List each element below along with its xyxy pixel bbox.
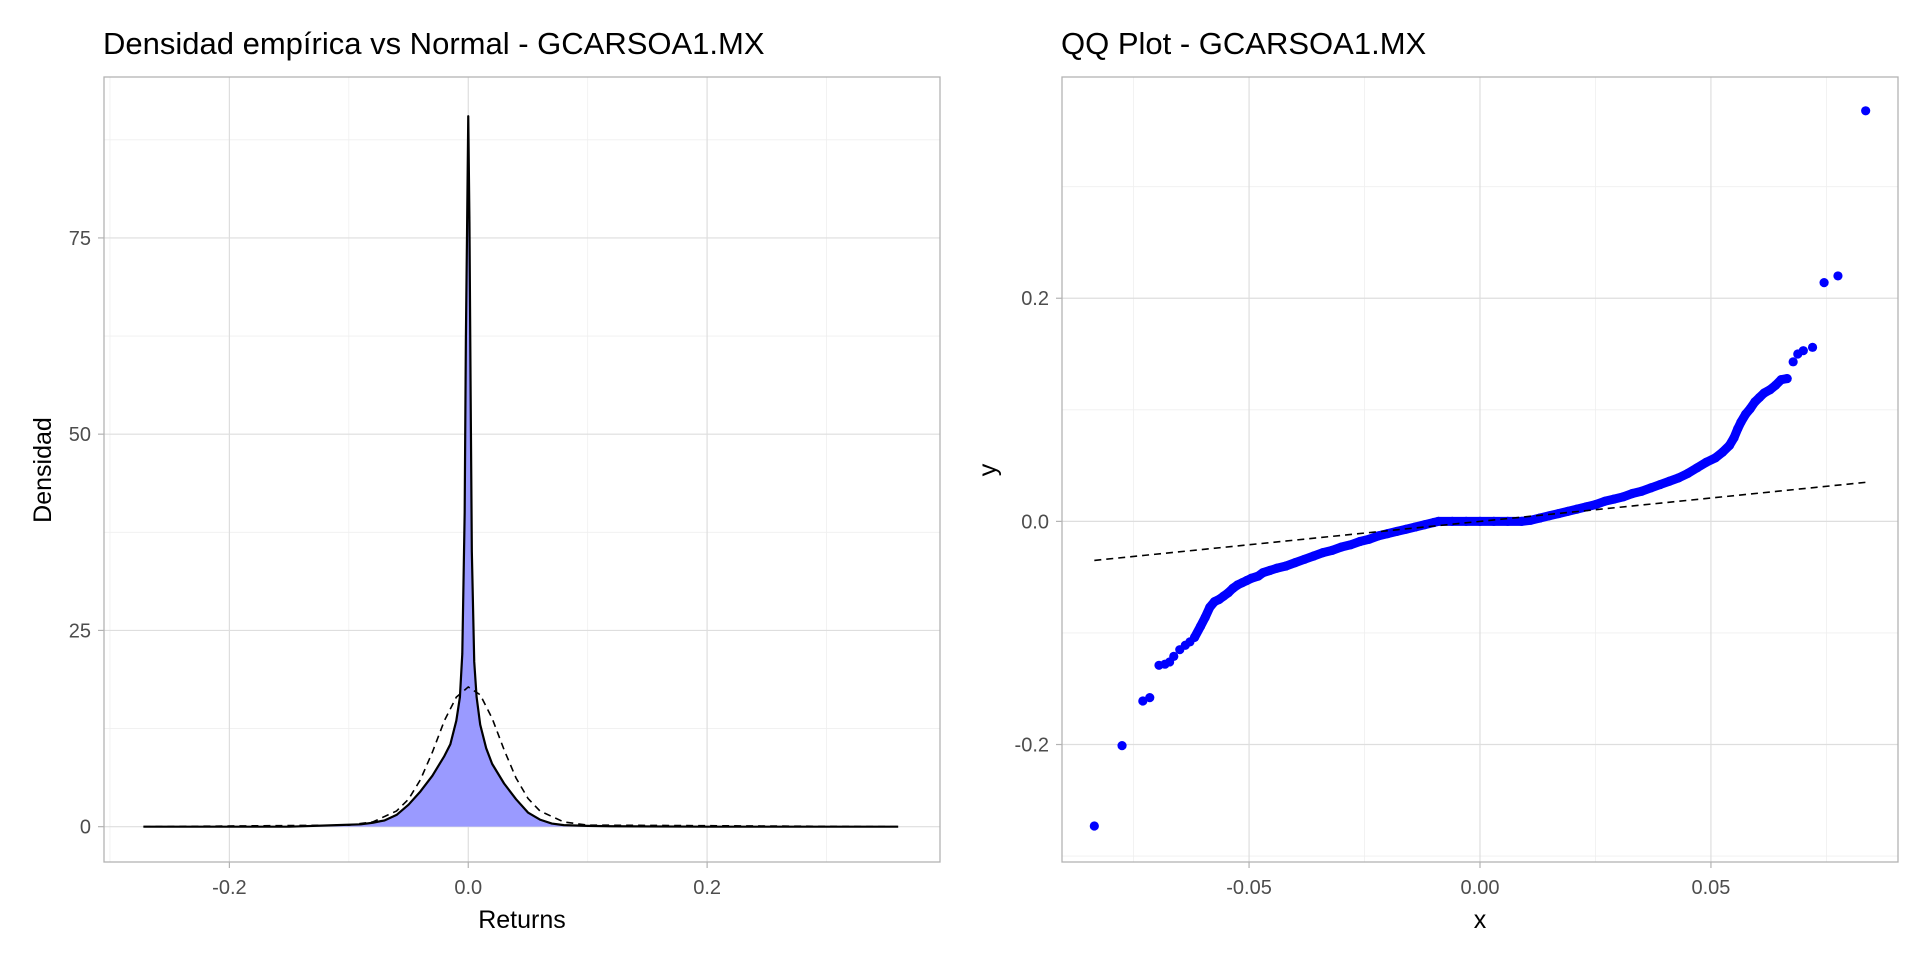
qq-point [1138, 696, 1148, 706]
density-title: Densidad empírica vs Normal - GCARSOA1.M… [103, 26, 765, 61]
qq-point [1627, 488, 1638, 499]
density-axes: -0.2 0.0 0.2 0 25 50 75 [69, 228, 721, 899]
qq-point [1819, 278, 1829, 288]
qq-point [1782, 373, 1792, 384]
qq-point [1646, 483, 1656, 493]
qq-point [1169, 651, 1179, 661]
qq-point [1637, 486, 1647, 496]
qq-y-tick-label: -0.2 [1015, 735, 1049, 757]
qq-point [1526, 515, 1536, 525]
qq-point [1692, 463, 1702, 473]
qq-point [1717, 447, 1728, 457]
qq-point [1600, 496, 1610, 506]
qq-title: QQ Plot - GCARSOA1.MX [1061, 26, 1427, 61]
qq-point [1355, 536, 1365, 547]
qq-point [1798, 346, 1808, 356]
qq-x-tick-label: 0.05 [1691, 877, 1730, 899]
qq-point [1246, 573, 1256, 583]
qq-reference-line [1094, 481, 1866, 562]
qq-point [1265, 565, 1275, 576]
qq-point [1609, 494, 1619, 504]
density-y-tick-label: 75 [69, 228, 91, 250]
density-y-axis-title: Densidad [29, 417, 57, 523]
qq-point [1581, 502, 1591, 512]
density-x-tick-label: -0.2 [212, 877, 246, 899]
density-y-tick-label: 50 [69, 424, 91, 446]
qq-point [1683, 468, 1693, 479]
qq-point [1788, 357, 1798, 367]
qq-point [1195, 621, 1206, 631]
qq-point [1258, 568, 1268, 578]
qq-point [1433, 516, 1444, 526]
qq-point [1290, 558, 1300, 568]
qq-point [1710, 453, 1721, 463]
qq-point [1516, 516, 1527, 526]
qq-point [1410, 522, 1420, 532]
qq-point [1736, 417, 1746, 427]
qq-point [1771, 380, 1781, 390]
qq-point [1117, 741, 1127, 751]
qq-point [1392, 526, 1402, 537]
density-y-tick-label: 0 [80, 817, 91, 839]
qq-point [1861, 106, 1871, 116]
qq-y-axis-title: y [974, 463, 1002, 476]
qq-point [1618, 492, 1628, 502]
qq-point [1701, 457, 1711, 467]
qq-point [1655, 479, 1665, 490]
qq-point [1272, 563, 1282, 573]
qq-point [1489, 516, 1499, 526]
qq-point [1189, 632, 1200, 643]
qq-point [1200, 612, 1210, 622]
qq-point [1674, 473, 1684, 483]
empirical-density-line [143, 115, 899, 828]
qq-point [1327, 545, 1337, 555]
qq-point [1724, 440, 1735, 451]
qq-point [1833, 271, 1843, 281]
qq-point [1544, 511, 1554, 521]
normal-density-line [143, 685, 899, 828]
density-panel: Densidad empírica vs Normal - GCARSOA1.M… [29, 26, 941, 934]
qq-point [1336, 542, 1347, 552]
qq-point [1664, 476, 1674, 486]
qq-axes: -0.05 0.00 0.05 -0.2 0.0 0.2 [1015, 288, 1731, 899]
qq-point [1281, 561, 1291, 571]
qq-point [1309, 551, 1319, 561]
qq-point [1318, 548, 1328, 558]
qq-point [1346, 540, 1356, 550]
density-y-tick-label: 25 [69, 620, 91, 642]
qq-point [1745, 404, 1755, 414]
qq-point [1364, 534, 1374, 544]
density-x-tick-label: 0.2 [693, 877, 721, 899]
qq-x-tick-label: 0.00 [1461, 877, 1500, 899]
density-x-tick-label: 0.0 [454, 877, 482, 899]
density-x-axis-title: Returns [478, 906, 566, 934]
density-curves [143, 115, 899, 828]
qq-point [1590, 500, 1601, 510]
qq-point [1553, 508, 1564, 519]
qq-point [1807, 342, 1818, 352]
qq-y-tick-label: 0.2 [1021, 288, 1049, 310]
qq-point [1299, 554, 1310, 564]
qq-marks [1089, 106, 1871, 831]
qq-point [1373, 531, 1383, 541]
qq-point [1461, 516, 1471, 526]
qq-x-tick-label: -0.05 [1226, 877, 1272, 899]
qq-point [1145, 693, 1155, 703]
qq-y-tick-label: 0.0 [1021, 511, 1049, 533]
qq-point [1729, 433, 1739, 443]
qq-point [1563, 506, 1573, 516]
qq-panel: QQ Plot - GCARSOA1.MX -0.05 0.00 0.05 -0.2 0… [974, 26, 1899, 934]
qq-x-axis-title: x [1474, 906, 1487, 934]
qq-point [1089, 821, 1099, 831]
density-panel-border [103, 76, 941, 863]
